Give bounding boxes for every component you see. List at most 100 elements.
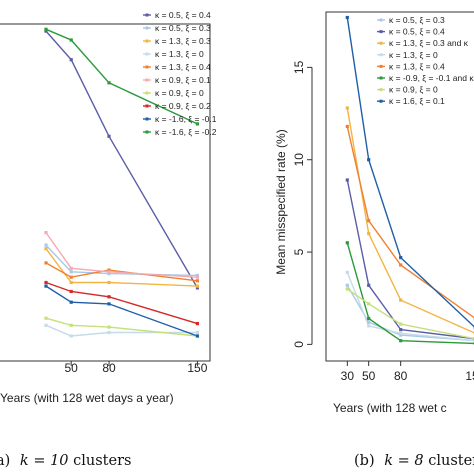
panel-b-x-axis: 30 50 80 150 xyxy=(341,361,474,383)
panel-b-legend-label-5: κ = 1.3, ξ = 0.4 xyxy=(389,61,445,71)
panel-a-point-s9-1 xyxy=(44,284,48,288)
panel-a-legend-marker-7 xyxy=(145,91,149,95)
panel-a-series-lines xyxy=(45,28,199,337)
panel-a-series-line-10 xyxy=(45,28,198,125)
panel-b-point-s2-1 xyxy=(345,178,349,182)
panel-b-legend-marker-6 xyxy=(379,76,383,80)
panel-a-legend-marker-1 xyxy=(145,13,149,17)
panel-a-point-s3-1 xyxy=(44,247,48,251)
panel-b-legend-marker-7 xyxy=(379,88,383,92)
panel-b-point-s1-1 xyxy=(345,283,349,287)
panel-a-point-s1-2 xyxy=(69,58,73,62)
panel-b-point-s8-3 xyxy=(399,256,403,260)
panel-b-point-s2-3 xyxy=(399,328,403,332)
panel-a-legend-marker-6 xyxy=(145,78,149,82)
panel-a-x-tick-label: 80 xyxy=(102,361,116,375)
panel-b-series-line-6 xyxy=(346,242,474,345)
panel-b-y-axis: 0 5 10 15 xyxy=(292,60,313,348)
panel-a-legend-label-7: κ = 0.9, ξ = 0 xyxy=(155,88,204,98)
panel-a-point-s9-3 xyxy=(107,302,111,306)
panel-b-x-axis-label: Years (with 128 wet c xyxy=(333,401,447,415)
panel-b-y-tick-label: 10 xyxy=(292,153,306,167)
panel-a-point-s3-4 xyxy=(195,284,199,288)
panel-b-y-tick-label: 5 xyxy=(292,248,306,255)
panel-b-series-lines xyxy=(346,17,474,345)
panel-a-legend-label-3: κ = 1.3, ξ = 0.3 xyxy=(155,36,211,46)
panel-a-point-s6-2 xyxy=(69,266,73,270)
panel-a-caption: a) k = 10 clusters xyxy=(0,453,131,469)
panel-a-point-s5-4 xyxy=(195,279,199,283)
panel-b-legend-label-8: κ = 1.6, ξ = 0.1 xyxy=(389,96,445,106)
panel-b-legend-marker-5 xyxy=(379,64,383,68)
panel-a-legend-marker-9 xyxy=(145,117,149,121)
panel-a-legend-label-4: κ = 1.3, ξ = 0 xyxy=(155,49,204,59)
panel-a: 50 80 150 κ = 0.5, ξ = 0.4 κ = 0.5, ξ = 0.3… xyxy=(0,10,217,469)
panel-a-point-s6-4 xyxy=(195,275,199,279)
panel-a-point-s1-3 xyxy=(107,134,111,138)
panel-b-point-s1-3 xyxy=(399,333,403,337)
panel-b-series-line-7 xyxy=(346,288,474,340)
panel-a-legend-marker-2 xyxy=(145,26,149,30)
panel-a-point-s3-2 xyxy=(69,280,73,285)
panel-b-x-tick-label: 150 xyxy=(465,369,474,383)
panel-b-series-line-8 xyxy=(346,17,474,328)
panel-b-x-tick-label: 50 xyxy=(362,369,376,383)
panel-b-caption-suffix: clusters xyxy=(428,453,474,469)
panel-a-x-axis: 50 80 150 xyxy=(65,361,208,375)
panel-a-plot-frame xyxy=(0,23,211,362)
panel-a-point-s7-2 xyxy=(69,323,73,327)
panel-b-legend-label-4: κ = 1.3, ξ = 0 xyxy=(389,50,438,60)
panel-a-caption-math: k = 10 xyxy=(20,453,69,469)
panel-b-point-s3-3 xyxy=(399,298,403,302)
panel-b-y-tick-label: 0 xyxy=(292,341,306,348)
panel-b-series-line-2 xyxy=(346,179,474,340)
panel-b-legend-label-2: κ = 0.5, ξ = 0.4 xyxy=(389,27,445,37)
panel-a-point-s5-3 xyxy=(107,268,111,272)
panel-a-point-s8-3 xyxy=(107,295,111,299)
panel-b-series-line-1 xyxy=(346,284,474,342)
panel-a-series-line-1 xyxy=(45,30,199,289)
panel-b-point-s5-3 xyxy=(399,263,403,267)
panel-b-point-s5-2 xyxy=(367,219,371,223)
panel-b-point-s4-3 xyxy=(399,331,403,335)
panel-b-point-s7-3 xyxy=(399,322,403,326)
panel-a-point-s10-3 xyxy=(107,81,111,85)
panel-b-caption: (b) k = 8 clusters xyxy=(354,453,474,469)
panel-b-x-tick-label: 80 xyxy=(394,369,408,383)
panel-a-series-line-9 xyxy=(45,285,198,337)
panel-a-point-s2-2 xyxy=(69,270,73,274)
panel-b-legend-marker-3 xyxy=(379,41,383,45)
panel-b-point-s3-2 xyxy=(367,232,371,236)
panel-a-point-s8-2 xyxy=(69,289,73,294)
panel-a-point-s1-4 xyxy=(195,286,199,290)
panel-a-series-points xyxy=(44,27,199,338)
panel-b-legend: κ = 0.5, ξ = 0.3κ = 0.5, ξ = 0.4κ = 1.3,… xyxy=(377,15,474,106)
panel-a-caption-prefix: a) xyxy=(0,453,10,469)
panel-a-x-tick-label: 50 xyxy=(65,361,79,375)
panel-b-point-s4-2 xyxy=(367,324,371,328)
panel-b-plot-frame xyxy=(325,11,474,362)
panel-b-legend-marker-2 xyxy=(379,30,383,34)
panel-a-point-s6-1 xyxy=(44,231,48,235)
panel-a-legend-marker-4 xyxy=(145,52,149,56)
panel-b-point-s3-1 xyxy=(345,106,349,110)
panel-b-x-tick-label: 30 xyxy=(341,369,355,383)
panel-b-point-s6-2 xyxy=(367,316,371,321)
panel-a-point-s4-1 xyxy=(44,323,48,327)
panel-a-point-s4-2 xyxy=(69,334,73,338)
panel-a-legend-label-5: κ = 1.3, ξ = 0.4 xyxy=(155,62,211,72)
panel-a-point-s2-3 xyxy=(107,272,111,276)
panel-a-point-s10-4 xyxy=(195,122,199,126)
panel-a-legend-label-8: κ = 0.9, ξ = 0.2 xyxy=(155,101,211,111)
panel-b-legend-marker-4 xyxy=(379,53,383,57)
panel-b-legend-marker-8 xyxy=(379,99,383,103)
panel-a-series-line-5 xyxy=(45,262,198,282)
panel-a-point-s9-4 xyxy=(195,334,199,338)
panel-a-point-s6-3 xyxy=(107,270,111,274)
panel-a-point-s2-4 xyxy=(195,273,199,277)
panel-b-point-s7-1 xyxy=(345,287,349,291)
panel-a-point-s4-3 xyxy=(107,330,111,335)
panel-b-legend-label-7: κ = 0.9, ξ = 0 xyxy=(389,85,438,95)
panel-a-point-s5-1 xyxy=(44,261,48,265)
